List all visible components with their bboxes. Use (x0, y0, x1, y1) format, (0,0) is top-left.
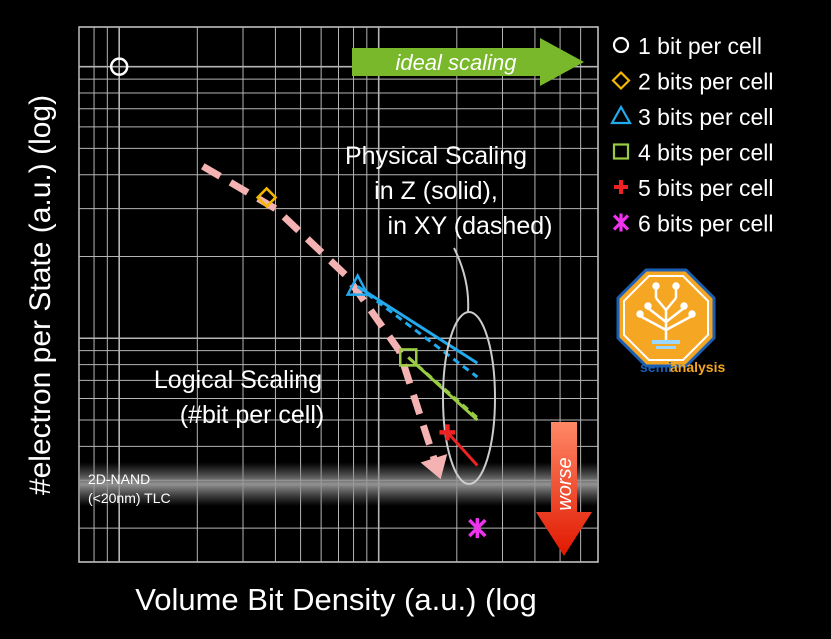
legend-label: 4 bits per cell (638, 140, 774, 166)
annotation-physical-line1: Physical Scaling (345, 142, 527, 170)
circuit-tree-icon (636, 282, 696, 340)
legend-label: 5 bits per cell (638, 175, 774, 201)
legend-item-2-bits-per-cell: 2 bits per cell (611, 69, 774, 95)
physical-scaling-pointer (453, 247, 470, 313)
logical-scaling-arrowhead (420, 453, 448, 480)
ideal-scaling-arrow: ideal scaling (352, 38, 584, 86)
legend-label: 2 bits per cell (638, 69, 774, 95)
x-axis-title: Volume Bit Density (a.u.) (log (135, 582, 536, 617)
legend-square-icon (612, 143, 630, 160)
legend-label: 3 bits per cell (638, 104, 774, 130)
semianalysis-logo: semi analysis (616, 268, 725, 375)
logo-text-semi: semi (640, 359, 672, 375)
2-bits-per-cell-marker (255, 186, 278, 209)
plot-area: 2D-NAND (<20nm) TLC ideal scaling worse Phys… (78, 26, 599, 563)
worse-arrow: worse (536, 422, 592, 556)
5-bits-per-cell-marker (439, 424, 456, 441)
annotation-logical-line2: (#bit per cell) (180, 401, 325, 429)
legend-item-6-bits-per-cell: 6 bits per cell (612, 211, 774, 237)
scaling-line-solid (356, 285, 479, 365)
3-bits-per-cell-marker (345, 272, 370, 296)
legend-diamond-icon (611, 70, 631, 91)
annotation-physical-line3: in XY (dashed) (388, 212, 553, 240)
logo-text-analysis: analysis (670, 359, 725, 375)
legend-item-5-bits-per-cell: 5 bits per cell (614, 175, 774, 201)
ideal-scaling-arrow-shape (352, 38, 584, 86)
worse-label: worse (554, 457, 576, 510)
legend-plus-icon (614, 180, 628, 194)
worse-arrow-shape (536, 422, 592, 556)
scaling-line-dashed (407, 356, 479, 419)
legend-item-1-bit-per-cell: 1 bit per cell (612, 33, 762, 59)
legend: 1 bit per cell 2 bits per cell 3 bits per … (610, 33, 774, 237)
reference-band-label-1: 2D-NAND (88, 471, 150, 487)
legend-item-4-bits-per-cell: 4 bits per cell (612, 140, 774, 166)
scaling-line-solid (446, 431, 479, 467)
6-bits-per-cell-marker (468, 518, 487, 539)
4-bits-per-cell-marker (399, 348, 418, 367)
scaling-line-dashed (356, 285, 479, 379)
annotation-physical-line2: in Z (solid), (374, 177, 498, 205)
ideal-scaling-label: ideal scaling (395, 50, 517, 75)
annotation-logical-line1: Logical Scaling (154, 366, 322, 394)
reference-band (79, 462, 598, 507)
reference-band-label-2: (<20nm) TLC (88, 490, 171, 506)
legend-x-icon (612, 213, 630, 232)
1-bit-per-cell-marker (109, 57, 129, 76)
legend-circle-icon (612, 36, 630, 54)
legend-triangle-icon (610, 104, 632, 125)
legend-item-3-bits-per-cell: 3 bits per cell (610, 104, 774, 130)
y-axis-title: #electron per State (a.u.) (log) (24, 95, 57, 495)
legend-label: 6 bits per cell (638, 211, 774, 237)
legend-label: 1 bit per cell (638, 33, 762, 59)
